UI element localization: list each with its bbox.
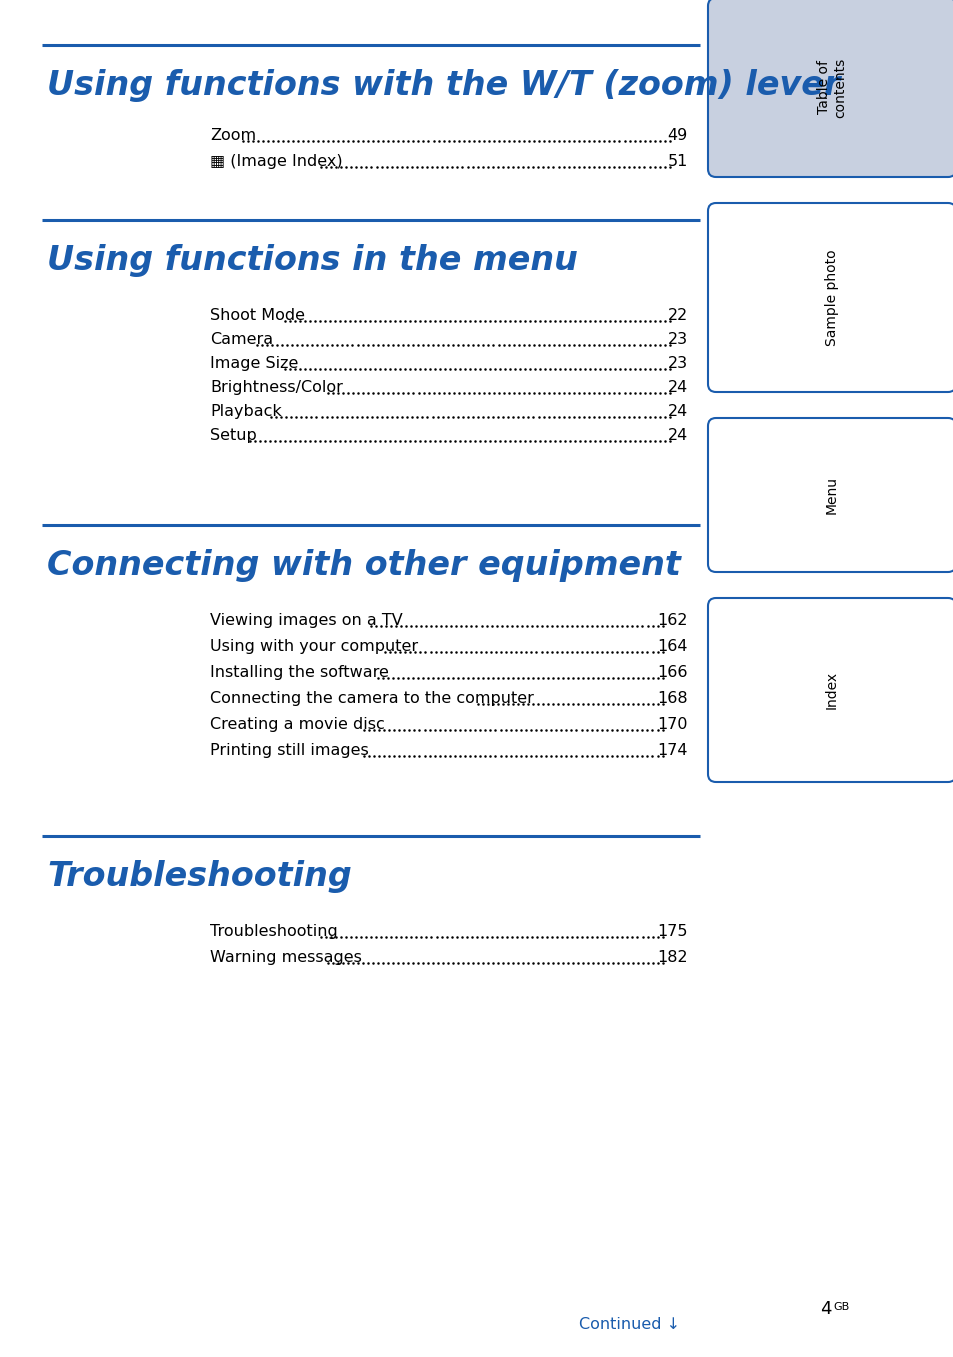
Text: Shoot Mode: Shoot Mode: [210, 308, 305, 323]
Text: 24: 24: [667, 380, 687, 395]
Text: Using functions in the menu: Using functions in the menu: [47, 244, 578, 277]
Text: 168: 168: [657, 691, 687, 706]
Text: 174: 174: [657, 744, 687, 759]
Text: Connecting the camera to the computer: Connecting the camera to the computer: [210, 691, 534, 706]
Text: 182: 182: [657, 950, 687, 965]
Text: 4: 4: [820, 1300, 831, 1318]
Text: Using functions with the W/T (zoom) lever: Using functions with the W/T (zoom) leve…: [47, 69, 840, 102]
FancyBboxPatch shape: [707, 418, 953, 573]
Text: Continued ↓: Continued ↓: [578, 1318, 679, 1333]
Text: 170: 170: [657, 716, 687, 731]
Text: 49: 49: [667, 128, 687, 142]
Text: Troubleshooting: Troubleshooting: [210, 924, 337, 939]
Text: 23: 23: [667, 356, 687, 370]
Text: 51: 51: [667, 153, 687, 170]
Text: Troubleshooting: Troubleshooting: [47, 860, 352, 893]
Text: Warning messages: Warning messages: [210, 950, 361, 965]
Text: Zoom: Zoom: [210, 128, 255, 142]
Text: Connecting with other equipment: Connecting with other equipment: [47, 550, 680, 582]
Text: Menu: Menu: [824, 476, 838, 514]
Text: 22: 22: [667, 308, 687, 323]
Text: Camera: Camera: [210, 332, 273, 347]
Text: 23: 23: [667, 332, 687, 347]
Text: 162: 162: [657, 613, 687, 628]
Text: Printing still images: Printing still images: [210, 744, 369, 759]
Text: Brightness/Color: Brightness/Color: [210, 380, 342, 395]
Text: 24: 24: [667, 404, 687, 419]
Text: 166: 166: [657, 665, 687, 680]
Text: Image Size: Image Size: [210, 356, 298, 370]
Text: Using with your computer: Using with your computer: [210, 639, 417, 654]
Text: 175: 175: [657, 924, 687, 939]
Text: Playback: Playback: [210, 404, 281, 419]
Text: Sample photo: Sample photo: [824, 250, 838, 346]
Text: ▦ (Image Index): ▦ (Image Index): [210, 153, 342, 170]
Text: 24: 24: [667, 427, 687, 442]
Text: Index: Index: [824, 670, 838, 710]
Text: Setup: Setup: [210, 427, 256, 442]
Text: Creating a movie disc: Creating a movie disc: [210, 716, 384, 731]
Text: GB: GB: [832, 1301, 848, 1312]
Text: Viewing images on a TV: Viewing images on a TV: [210, 613, 402, 628]
Text: Table of
contents: Table of contents: [816, 57, 846, 118]
FancyBboxPatch shape: [707, 0, 953, 176]
FancyBboxPatch shape: [707, 204, 953, 392]
Text: Installing the software: Installing the software: [210, 665, 389, 680]
Text: 164: 164: [657, 639, 687, 654]
FancyBboxPatch shape: [707, 598, 953, 782]
